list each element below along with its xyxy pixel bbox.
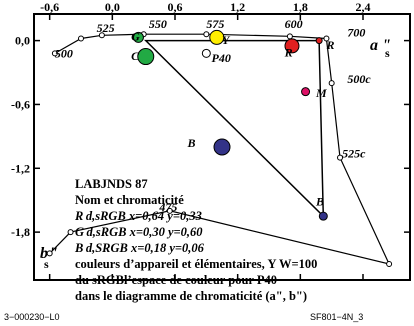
footer-right: SF801−4N_3 [310,312,363,322]
locus-point [78,35,84,42]
y-axis-label: b [40,245,48,262]
info-line-b: B d,SRGB x=0,18 y=0,06 [74,241,205,255]
info-desc-1: couleurs d’appareil et élémentaires, Y W… [75,257,317,271]
footer-left: 3−000230−L0 [4,312,60,322]
annotation: B [315,195,324,209]
x-tick-label: 1,8 [293,0,308,14]
annotation: Y [222,33,231,47]
locus-point [51,50,58,57]
annotation: 500 [55,47,73,61]
annotation: 525c [342,147,366,161]
annotation: 700 [347,25,365,39]
x-tick-label: 0,6 [168,0,183,14]
y-axis-label-prime: " [49,245,58,262]
annotation: G [131,30,140,44]
locus-point [328,80,335,87]
locus-point [203,31,210,38]
annotations-layer: 525 550 575 600 700 500 500c 525c 475 GC Y P40 R R M B B [55,17,371,214]
marker-y [209,29,225,45]
annotation: R [325,38,334,52]
x-tick-label: 1,2 [230,0,245,14]
info-title: LABJNDS 87 [75,177,148,191]
info-line-g: G d,sRGB x=0,30 y=0,60 [75,225,203,239]
ticks-layer: -0,6 0,0 0,6 1,2 1,8 2,4 0,0 -0,6 -1,2 -1,8 [11,0,410,280]
info-box: LABJNDS 87 Nom et chromaticité R d,sRGB … [74,177,317,303]
info-desc-3: dans le diagramme de chromaticité (a", b… [75,289,307,303]
y-tick-label: -1,2 [11,161,30,175]
y-axis-sub: s [44,257,49,271]
info-subtitle: Nom et chromaticité [75,193,184,207]
annotation: 550 [149,17,167,31]
annotation: 575 [206,17,224,31]
marker-p40 [201,48,211,58]
annotation: B [187,136,196,150]
annotation: 500c [347,72,371,86]
locus-point [337,154,344,161]
annotation: M [315,86,327,100]
marker-ge [132,31,144,43]
marker-rd [315,37,323,45]
x-tick-label: -0,6 [40,0,59,14]
locus-point [46,250,53,257]
markers-layer [132,29,328,221]
annotation: R [284,46,293,60]
locus-point [98,32,105,39]
marker-md [301,87,311,97]
curves-layer [46,31,393,268]
x-axis-sub: s [385,46,390,60]
info-line-r: R d,sRGB x=0,64 y=0,33 [74,209,202,223]
annotation: 475 [158,200,177,214]
x-tick-label: 2,4 [356,0,371,14]
marker-cd [137,48,155,66]
x-tick-label: 0,0 [105,0,120,14]
device-gamut-triangle [143,39,325,219]
locus-point [386,261,393,268]
annotation: P40 [212,51,231,65]
info-desc-2: du sRGBl’espace de couleur pour P40 [75,273,277,287]
marker-be [213,138,231,156]
marker-bd [318,211,328,221]
locus-point [67,229,74,236]
locus-point [323,35,330,42]
y-tick-label: -0,6 [11,97,30,111]
annotation: 600 [285,17,303,31]
x-axis-label: a [370,37,378,54]
annotation: C [131,49,140,63]
x-axis-label-prime: " [382,37,391,54]
locus-point [166,207,173,214]
locus-point [286,33,293,40]
y-tick-label: 0,0 [15,34,30,48]
marker-re [284,38,300,54]
y-tick-label: -1,8 [11,225,30,239]
annotation: 525 [97,21,115,35]
